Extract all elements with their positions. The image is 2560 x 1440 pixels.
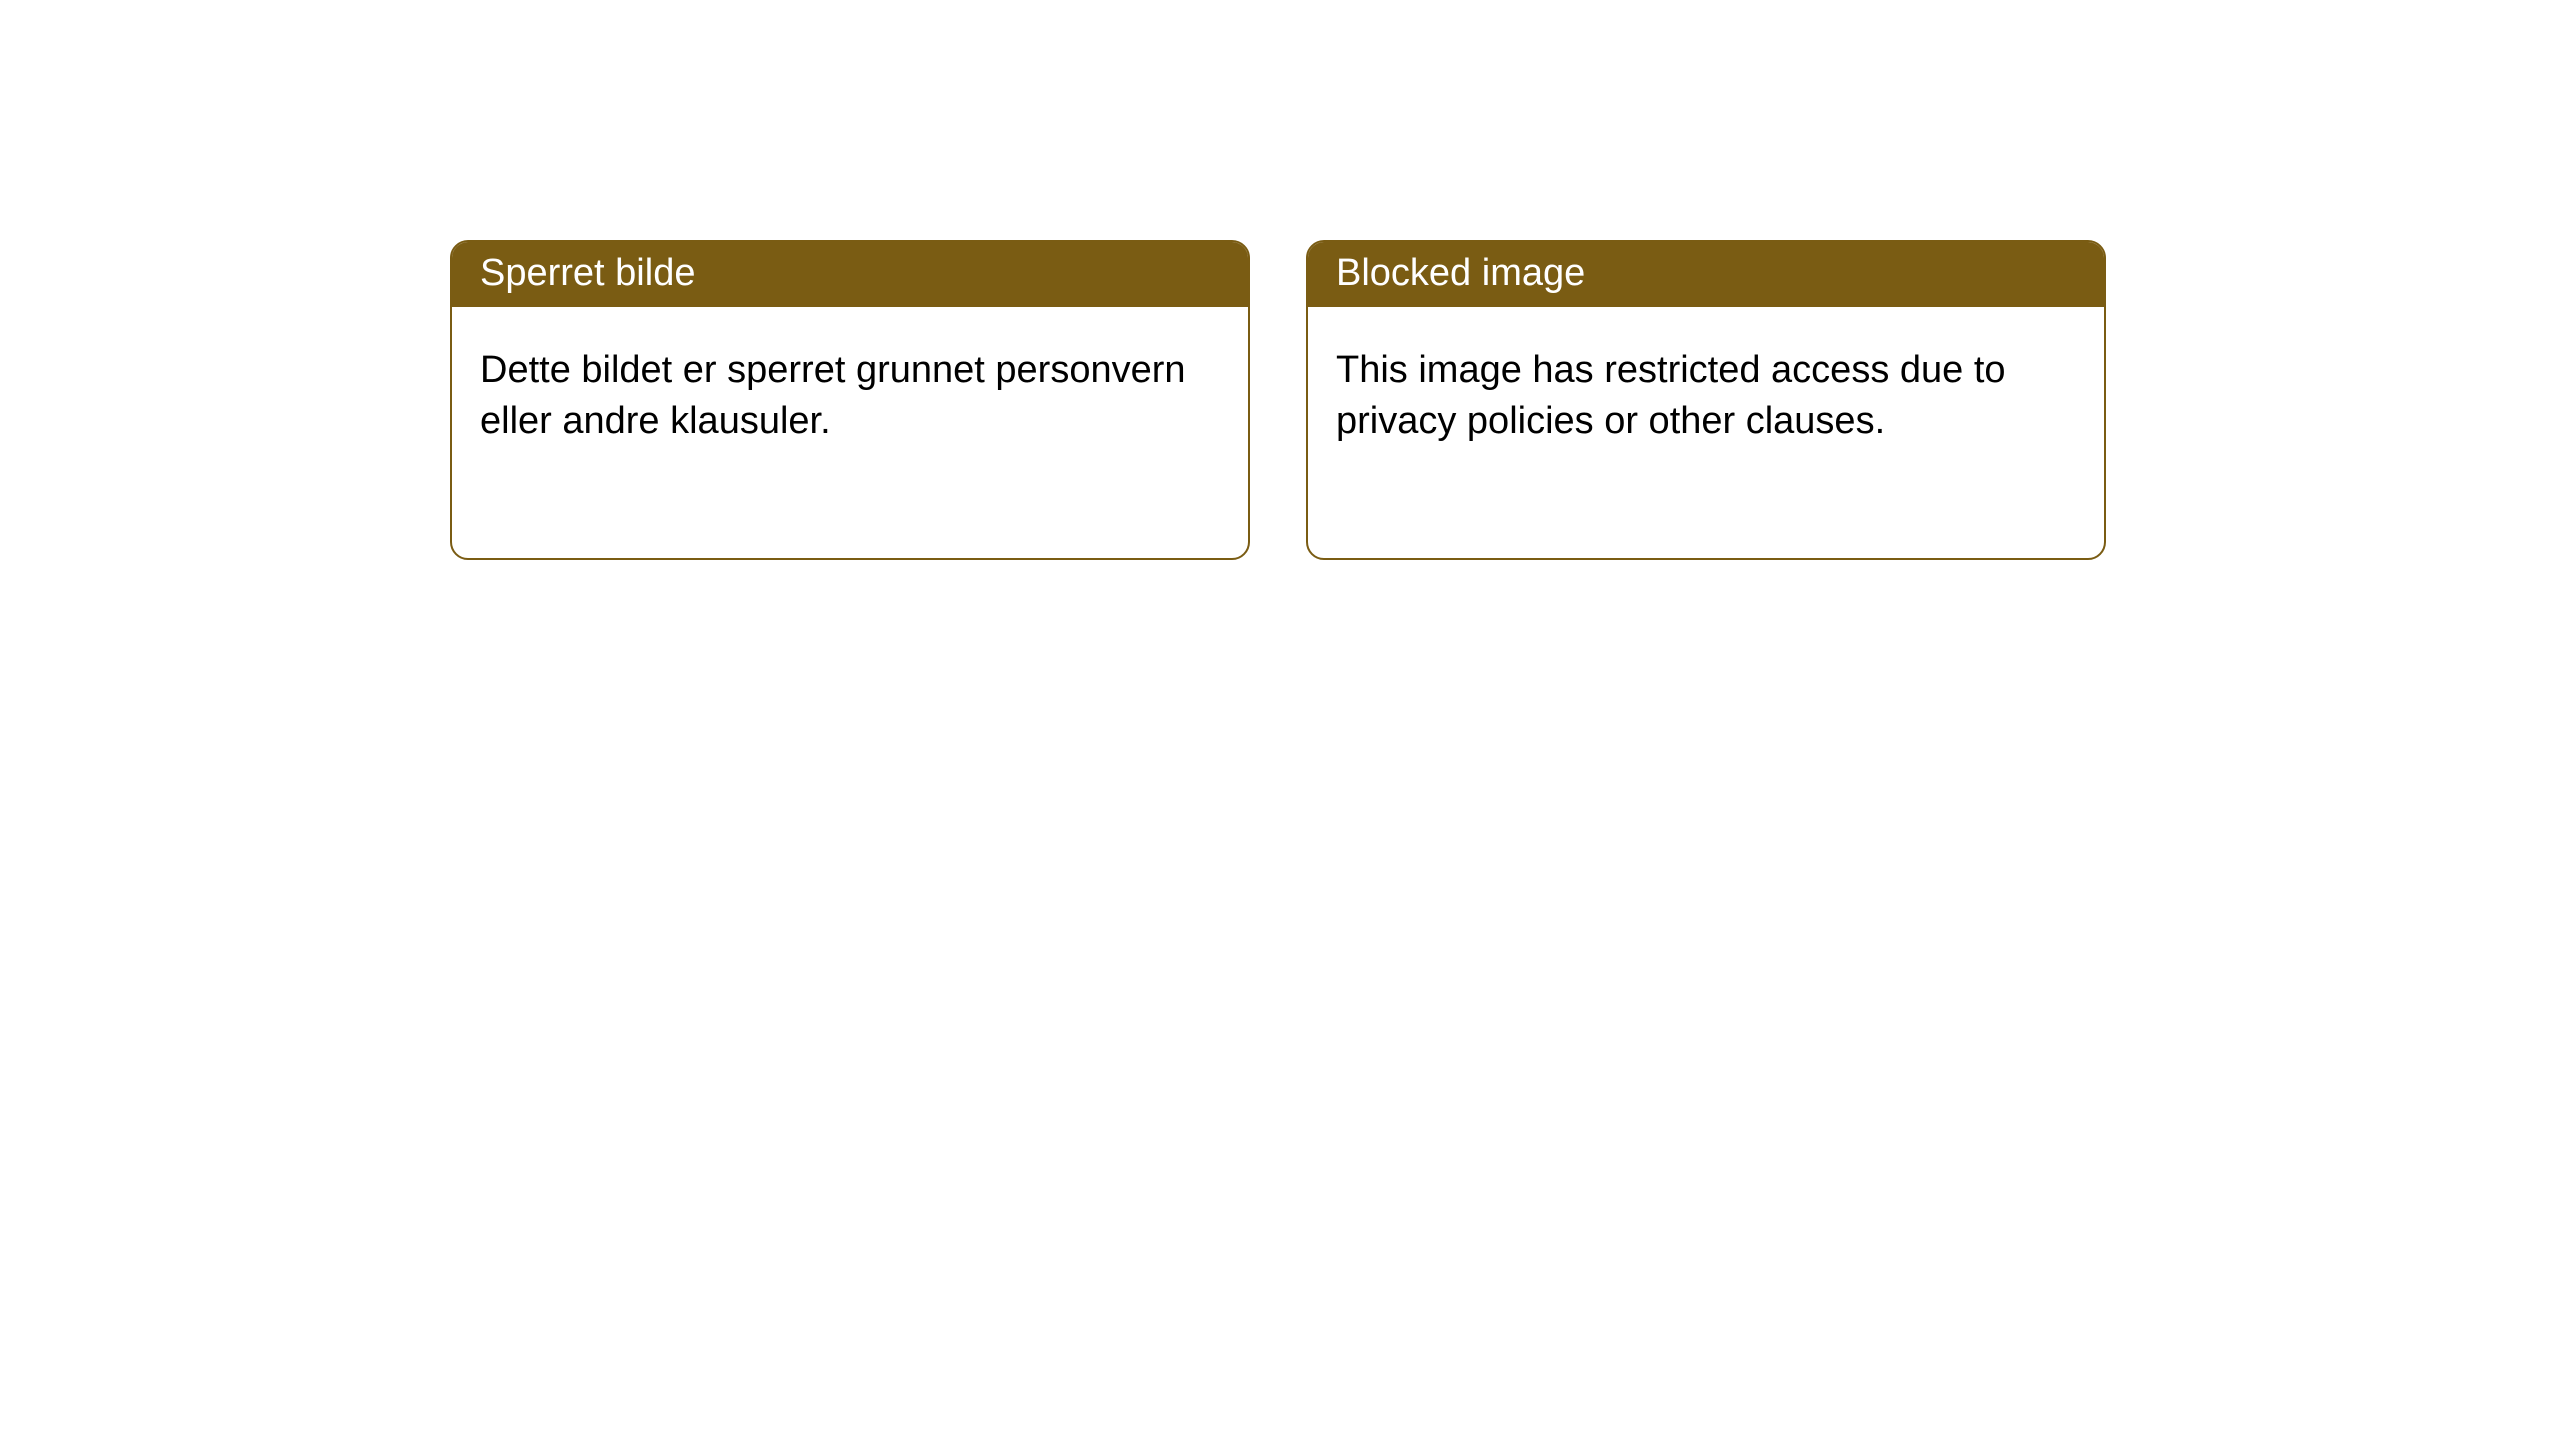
notice-body-text: Dette bildet er sperret grunnet personve… bbox=[452, 307, 1248, 558]
notice-title: Blocked image bbox=[1308, 242, 2104, 307]
notice-cards-container: Sperret bilde Dette bildet er sperret gr… bbox=[450, 240, 2106, 560]
notice-card-english: Blocked image This image has restricted … bbox=[1306, 240, 2106, 560]
notice-card-norwegian: Sperret bilde Dette bildet er sperret gr… bbox=[450, 240, 1250, 560]
notice-body-text: This image has restricted access due to … bbox=[1308, 307, 2104, 558]
notice-title: Sperret bilde bbox=[452, 242, 1248, 307]
